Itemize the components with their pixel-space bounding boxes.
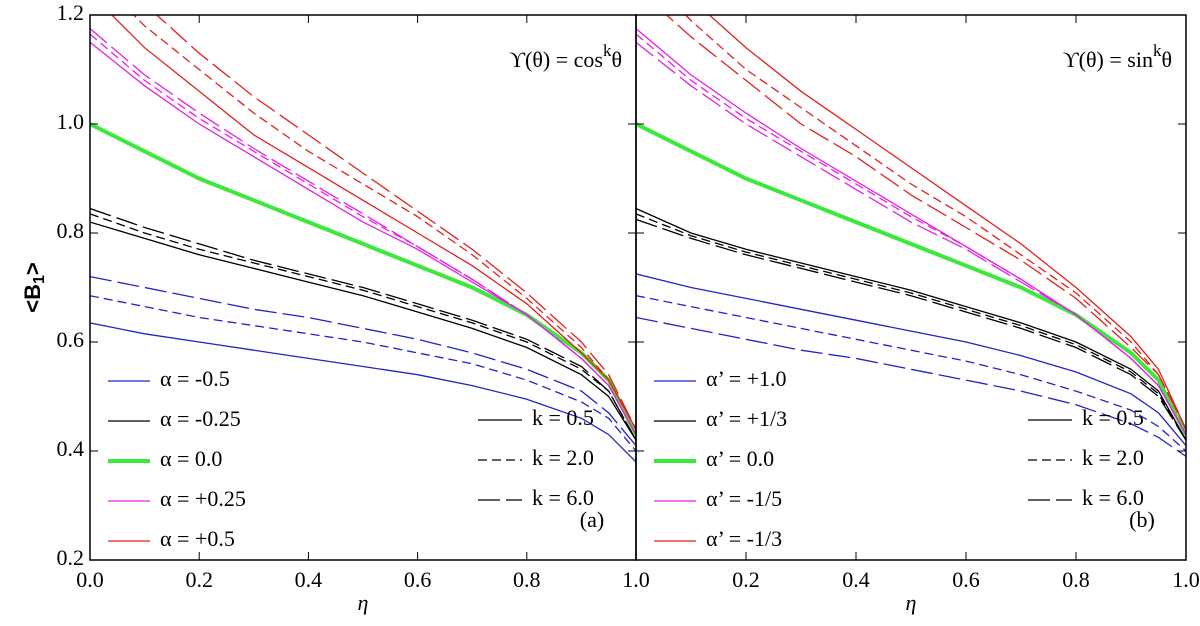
x-tick-label: 0.8 [513, 567, 541, 592]
style-legend-label: k = 2.0 [532, 445, 594, 470]
plot-area [636, 15, 1186, 457]
style-legend-label: k = 2.0 [1082, 445, 1144, 470]
curve [90, 322, 636, 463]
curve [684, 15, 1186, 430]
annotation: ϒ(θ) = sinkθ [1063, 41, 1172, 72]
x-tick-label: 0.8 [1062, 567, 1090, 592]
curve [636, 273, 1186, 447]
annotation-part: k [603, 41, 612, 60]
annotation-part: θ [611, 47, 622, 72]
curve [636, 316, 1186, 457]
legend-label: α = +0.5 [160, 526, 235, 551]
legend-label: α’ = +1.0 [706, 366, 787, 391]
curve [132, 15, 636, 430]
annotation-part: θ [1161, 47, 1172, 72]
curve [636, 295, 1186, 452]
style-legend-label: k = 0.5 [1082, 405, 1144, 430]
curve [636, 41, 1186, 435]
annotation: ϒ(θ) = coskθ [509, 41, 622, 72]
y-axis-label-part: <B [20, 284, 45, 313]
curve [636, 122, 1186, 436]
legend-label: α = +0.25 [160, 486, 246, 511]
style-legend-label: k = 6.0 [1082, 485, 1144, 510]
annotation-part: ϒ(θ) = cos [509, 47, 603, 72]
curve [90, 28, 636, 435]
curve [90, 213, 636, 441]
curve [90, 275, 636, 447]
plot-area [90, 15, 636, 463]
annotation-part: ϒ(θ) = sin [1063, 47, 1153, 72]
legend-label: α’ = 0.0 [706, 446, 774, 471]
x-tick-label: 0.0 [76, 567, 104, 592]
y-tick-label: 0.6 [57, 327, 85, 352]
curve [665, 15, 1186, 430]
curve [90, 207, 636, 441]
curve [110, 15, 636, 430]
x-tick-label: 0.2 [732, 567, 760, 592]
x-tick-label: 0.4 [842, 567, 870, 592]
y-tick-label: 1.0 [57, 109, 85, 134]
x-axis-label: η [358, 590, 369, 615]
y-tick-label: 0.8 [57, 218, 85, 243]
curve [636, 213, 1186, 441]
y-tick-label: 1.2 [57, 0, 85, 25]
curve [90, 295, 636, 452]
y-axis-label-part: 1 [31, 275, 48, 284]
panel-label: (a) [580, 507, 604, 532]
curve [90, 221, 636, 441]
style-legend-label: k = 6.0 [532, 485, 594, 510]
curve [708, 15, 1186, 430]
curve [155, 15, 636, 430]
x-tick-label: 1.0 [1172, 567, 1200, 592]
legend-label: α’ = -1/3 [706, 526, 782, 551]
y-axis-label-part: > [20, 262, 45, 275]
y-tick-label: 0.2 [57, 545, 85, 570]
annotation-part: k [1153, 41, 1162, 60]
style-legend-label: k = 0.5 [532, 405, 594, 430]
legend-label: α = 0.0 [160, 446, 222, 471]
y-axis-label: <B1> [20, 262, 48, 313]
x-axis-label: η [906, 590, 917, 615]
legend-label: α’ = -1/5 [706, 486, 782, 511]
legend-label: α = -0.25 [160, 406, 241, 431]
legend-label: α’ = +1/3 [706, 406, 787, 431]
legend-label: α = -0.5 [160, 366, 230, 391]
x-tick-label: 0.4 [295, 567, 323, 592]
curve [636, 218, 1186, 441]
x-tick-label: 1.0 [622, 567, 650, 592]
x-tick-label: 0.6 [952, 567, 980, 592]
x-tick-label: 0.2 [185, 567, 213, 592]
x-tick-label: 0.6 [404, 567, 432, 592]
axes-frame [635, 14, 1187, 561]
y-tick-label: 0.4 [57, 436, 85, 461]
curve [636, 33, 1186, 435]
panel-label: (b) [1129, 507, 1155, 532]
curve [636, 207, 1186, 441]
